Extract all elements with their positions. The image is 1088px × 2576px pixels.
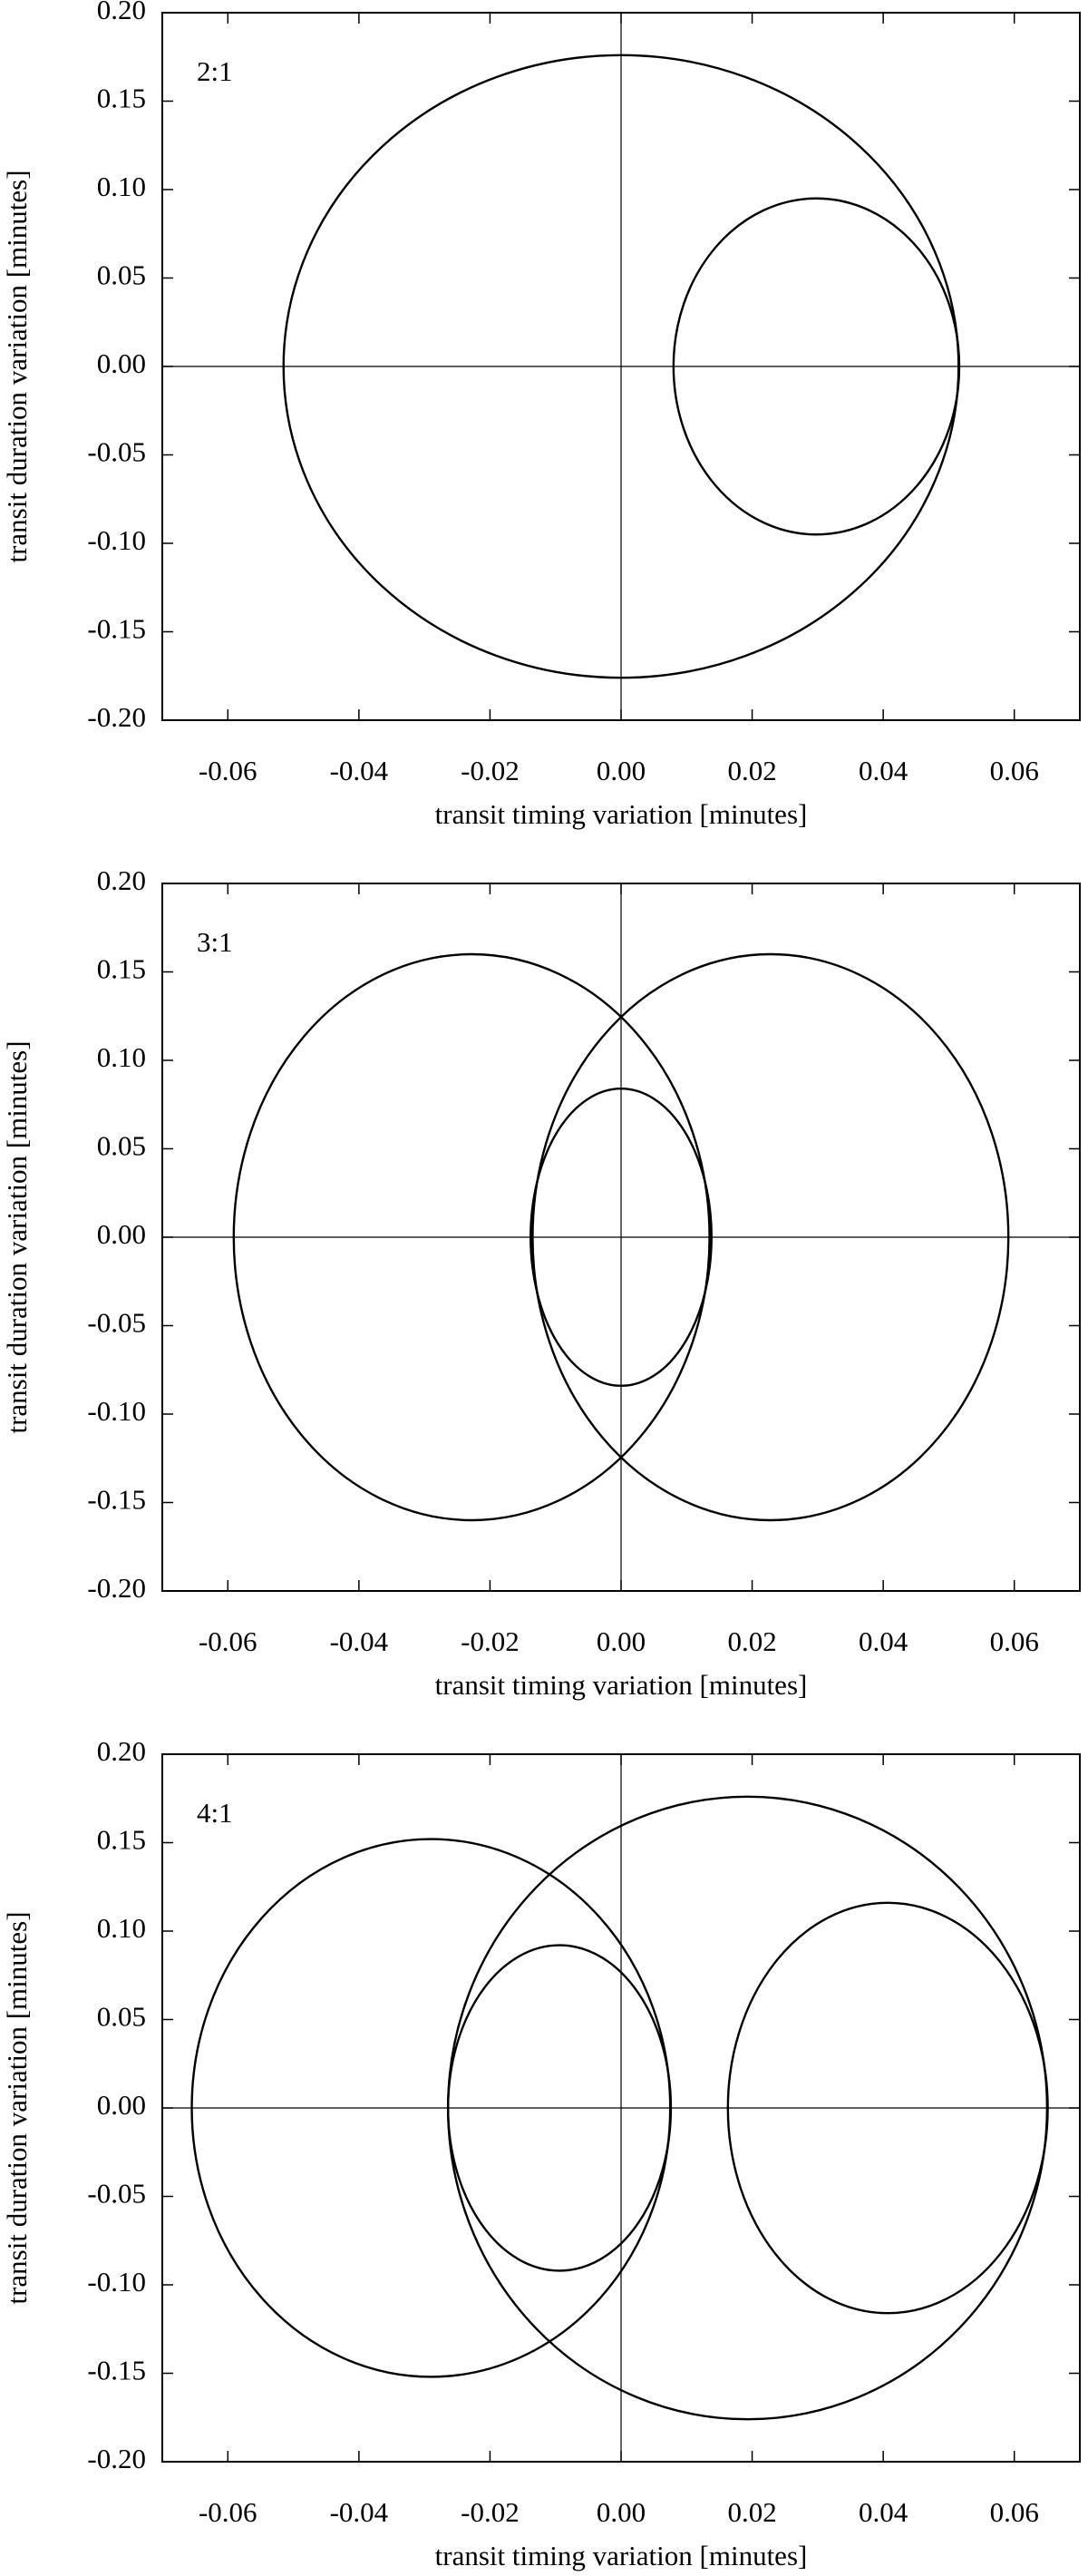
y-axis-label: transit duration variation [minutes] (1, 1911, 33, 2304)
y-tick-label: -0.15 (87, 1484, 146, 1516)
x-tick-label: -0.06 (199, 755, 257, 786)
y-tick-label: 0.15 (97, 1824, 146, 1856)
panel: -0.06 -0.04 -0.02 0.00 0.02 0.04 0.06 -0.20 -0.1… (1, 864, 1081, 1701)
y-tick-label: 0.00 (97, 2089, 146, 2121)
x-tick-label: 0.04 (859, 1625, 908, 1657)
y-tick-label: 0.00 (97, 1218, 146, 1250)
x-tick-label: 0.00 (597, 755, 646, 786)
x-tick-label: -0.02 (461, 755, 520, 786)
x-tick-label: 0.00 (597, 2496, 646, 2528)
y-tick-label: -0.10 (87, 1395, 146, 1427)
orbit-curve (232, 952, 711, 1522)
x-tick-label: -0.02 (461, 2496, 520, 2528)
x-tick-label: -0.04 (330, 755, 389, 786)
plot-frame (161, 12, 1081, 721)
y-tick-label: 0.20 (97, 0, 146, 25)
y-tick-label: 0.10 (97, 1041, 146, 1073)
y-axis-label: transit duration variation [minutes] (1, 170, 33, 562)
orbit-curve (726, 1901, 1049, 2315)
y-tick-label: -0.05 (87, 2178, 146, 2210)
y-tick-label: 0.00 (97, 347, 146, 379)
x-tick-label: 0.02 (727, 2496, 776, 2528)
panel: -0.06 -0.04 -0.02 0.00 0.02 0.04 0.06 -0.20 -0.1… (1, 1735, 1081, 2571)
orbit-curve (531, 952, 1010, 1522)
x-axis-label: transit timing variation [minutes] (435, 798, 808, 830)
x-axis-label: transit timing variation [minutes] (435, 1669, 808, 1701)
y-tick-label: 0.05 (97, 259, 146, 291)
orbit-curve (672, 197, 961, 536)
x-tick-label: -0.04 (330, 2496, 389, 2528)
y-tick-label: 0.10 (97, 1912, 146, 1944)
annotation: 2:1 (197, 55, 233, 87)
x-tick-label: -0.06 (199, 1625, 257, 1657)
x-tick-label: -0.02 (461, 1625, 520, 1657)
y-tick-label: -0.15 (87, 2355, 146, 2386)
plot-frame (161, 883, 1081, 1592)
x-tick-label: 0.02 (727, 1625, 776, 1657)
x-axis-label: transit timing variation [minutes] (435, 2540, 808, 2571)
x-tick-label: -0.04 (330, 1625, 389, 1657)
panel: -0.06 -0.04 -0.02 0.00 0.02 0.04 0.06 -0.20 -0.1… (1, 0, 1081, 830)
y-tick-label: 0.15 (97, 83, 146, 114)
y-tick-label: 0.15 (97, 953, 146, 985)
y-tick-label: -0.10 (87, 2266, 146, 2298)
orbit-curve (529, 1087, 713, 1388)
y-tick-label: -0.05 (87, 436, 146, 468)
plot-frame (161, 1753, 1081, 2463)
x-tick-label: 0.04 (859, 755, 908, 786)
y-tick-label: 0.20 (97, 1735, 146, 1767)
y-tick-label: -0.20 (87, 1572, 146, 1604)
x-tick-label: 0.04 (859, 2496, 908, 2528)
y-tick-label: -0.05 (87, 1307, 146, 1339)
y-tick-label: 0.05 (97, 1130, 146, 1162)
x-tick-label: 0.06 (990, 755, 1039, 786)
x-tick-label: 0.06 (990, 1625, 1039, 1657)
annotation: 3:1 (197, 926, 233, 958)
x-tick-label: 0.02 (727, 755, 776, 786)
y-tick-label: 0.10 (97, 171, 146, 202)
y-tick-label: -0.20 (87, 2443, 146, 2474)
y-tick-label: -0.20 (87, 701, 146, 733)
y-axis-label: transit duration variation [minutes] (1, 1040, 33, 1433)
x-tick-label: -0.06 (199, 2496, 257, 2528)
orbit-curve (446, 1944, 673, 2272)
x-tick-label: 0.06 (990, 2496, 1039, 2528)
annotation: 4:1 (197, 1797, 233, 1829)
x-tick-label: 0.00 (597, 1625, 646, 1657)
y-tick-label: 0.05 (97, 2001, 146, 2033)
y-tick-label: -0.15 (87, 613, 146, 645)
y-tick-label: 0.20 (97, 864, 146, 896)
y-tick-label: -0.10 (87, 524, 146, 556)
